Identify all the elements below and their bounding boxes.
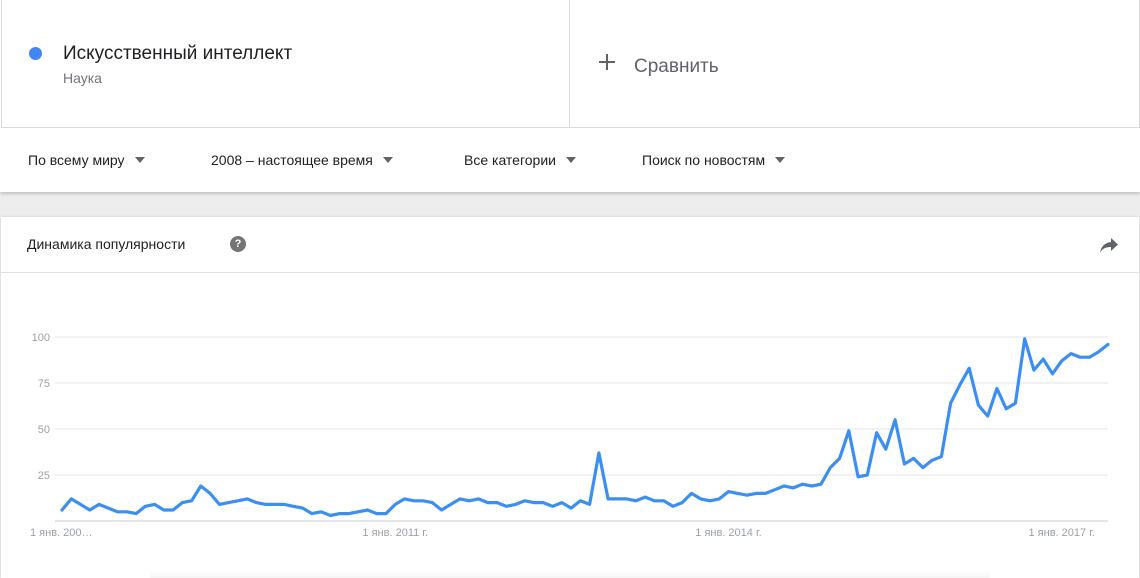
help-icon[interactable]: ? — [230, 236, 246, 252]
x-tick-label: 1 янв. 200… — [30, 527, 93, 539]
plus-icon[interactable] — [598, 53, 616, 71]
y-tick-label: 75 — [38, 378, 50, 390]
x-tick-label: 1 янв. 2011 г. — [362, 527, 428, 539]
interest-over-time-card: Динамика популярности ? — [1, 217, 1139, 578]
card-bottom-shadow — [150, 570, 990, 578]
compare-label[interactable]: Сравнить — [634, 56, 719, 77]
chevron-down-icon — [775, 157, 786, 163]
series-line — [60, 337, 1110, 518]
region-filter-label: По всему миру — [28, 152, 125, 168]
chevron-down-icon — [134, 157, 145, 163]
term-color-dot — [29, 47, 42, 60]
search-term-card[interactable]: Искусственный интеллект Наука — [1, 0, 570, 128]
search-type-filter[interactable]: Поиск по новостям — [642, 152, 786, 168]
region-filter[interactable]: По всему миру — [28, 152, 145, 168]
category-filter-label: Все категории — [464, 152, 556, 168]
share-icon[interactable] — [1099, 236, 1119, 254]
card-header: Динамика популярности ? — [1, 217, 1139, 273]
compare-button[interactable] — [570, 0, 1140, 128]
y-tick-label: 100 — [32, 332, 50, 344]
filters-bar: По всему миру 2008 – настоящее время Все… — [0, 128, 1140, 192]
term-title[interactable]: Искусственный интеллект — [63, 43, 293, 64]
time-range-filter-label: 2008 – настоящее время — [211, 152, 373, 168]
y-tick-label: 25 — [38, 470, 50, 482]
x-tick-label: 1 янв. 2017 г. — [1029, 527, 1095, 539]
time-range-filter[interactable]: 2008 – настоящее время — [211, 152, 393, 168]
x-tick-label: 1 янв. 2014 г. — [695, 527, 761, 539]
chevron-down-icon — [382, 157, 393, 163]
search-terms-bar: Искусственный интеллект Наука Сравнить — [0, 0, 1140, 128]
y-tick-label: 50 — [38, 424, 50, 436]
chevron-down-icon — [565, 157, 576, 163]
search-type-filter-label: Поиск по новостям — [642, 152, 766, 168]
category-filter[interactable]: Все категории — [464, 152, 576, 168]
card-title: Динамика популярности — [27, 236, 186, 252]
term-category: Наука — [63, 70, 102, 86]
